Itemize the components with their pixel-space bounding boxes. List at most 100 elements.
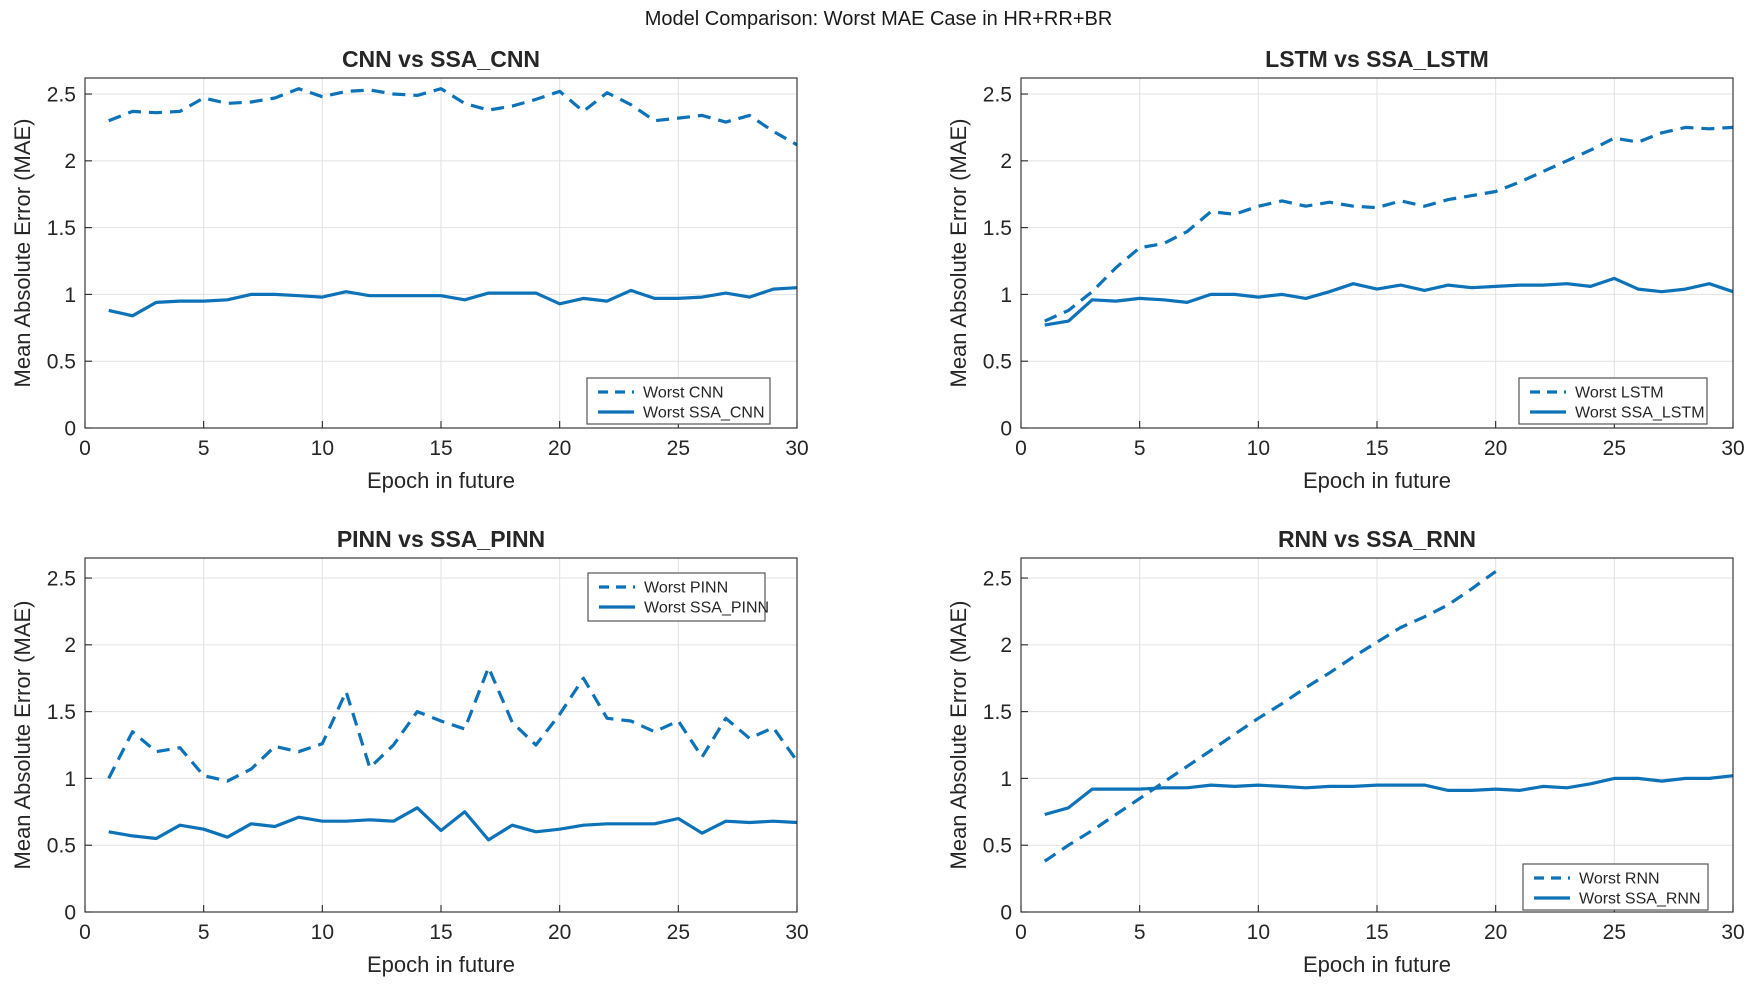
x-tick-label: 25 <box>667 921 690 944</box>
worst-ssa-cnn-line <box>108 286 798 318</box>
legend-label: Worst SSA_PINN <box>644 600 769 617</box>
worst-ssa-lstm-line <box>1044 276 1734 327</box>
tick-labels: 0 5 10 15 20 25 30 0 0.5 1 1.5 2 2.5 <box>47 83 809 460</box>
legend-label: Worst RNN <box>1579 871 1660 888</box>
x-tick-label: 15 <box>1365 437 1388 460</box>
legend-label: Worst LSTM <box>1575 385 1664 402</box>
subplot-title: RNN vs SSA_RNN <box>1278 526 1476 552</box>
y-axis-label: Mean Absolute Error (MAE) <box>946 119 971 388</box>
x-tick-label: 15 <box>429 921 452 944</box>
y-axis-label: Mean Absolute Error (MAE) <box>10 601 35 870</box>
legend-box <box>1522 863 1709 911</box>
y-axis-label: Mean Absolute Error (MAE) <box>946 601 971 870</box>
x-tick-label: 5 <box>198 921 210 944</box>
x-tick-label: 0 <box>1015 921 1027 944</box>
subplot-title: LSTM vs SSA_LSTM <box>1265 46 1489 72</box>
legend-label: Worst SSA_CNN <box>643 405 765 422</box>
x-tick-label: 0 <box>1015 437 1027 460</box>
y-tick-label: 2 <box>64 634 76 657</box>
x-tick-label: 10 <box>1247 921 1270 944</box>
gridlines <box>1021 78 1734 428</box>
y-tick-label: 1 <box>1000 768 1012 791</box>
x-tick-label: 10 <box>311 921 334 944</box>
tick-marks <box>1020 93 1734 429</box>
y-tick-label: 0 <box>64 417 76 440</box>
y-tick-label: 2.5 <box>47 567 76 590</box>
x-tick-label: 30 <box>785 437 808 460</box>
y-tick-label: 0 <box>1000 901 1012 924</box>
x-tick-label: 5 <box>1134 437 1146 460</box>
x-tick-label: 5 <box>1134 921 1146 944</box>
y-tick-label: 0 <box>1000 417 1012 440</box>
x-tick-label: 30 <box>1721 437 1744 460</box>
legend-label: Worst SSA_RNN <box>1579 891 1701 908</box>
x-axis-label: Epoch in future <box>367 468 515 493</box>
figure-suptitle: Model Comparison: Worst MAE Case in HR+R… <box>644 8 1113 30</box>
y-tick-label: 0.5 <box>983 835 1012 858</box>
subplot-cnn: 0 5 10 15 20 25 30 0 0.5 1 1.5 2 2.5 CNN vs SSA_CNN Ep… <box>10 46 809 493</box>
x-tick-label: 30 <box>1721 921 1744 944</box>
y-tick-label: 1 <box>64 768 76 791</box>
y-tick-label: 1.5 <box>47 701 76 724</box>
y-tick-label: 2 <box>1000 634 1012 657</box>
legend-label: Worst PINN <box>644 580 728 597</box>
y-tick-label: 1.5 <box>983 701 1012 724</box>
x-axis-label: Epoch in future <box>1303 952 1451 977</box>
subplot-rnn: 0 5 10 15 20 25 30 0 0.5 1 1.5 2 2.5 RNN vs SSA_RNN Ep… <box>946 526 1745 977</box>
y-tick-label: 0.5 <box>983 351 1012 374</box>
x-tick-label: 10 <box>311 437 334 460</box>
y-tick-label: 1 <box>64 284 76 307</box>
y-tick-label: 2.5 <box>47 83 76 106</box>
x-axis-label: Epoch in future <box>1303 468 1451 493</box>
legend: Worst LSTM Worst SSA_LSTM <box>1518 377 1708 425</box>
y-tick-label: 2.5 <box>983 567 1012 590</box>
x-tick-label: 30 <box>785 921 808 944</box>
y-tick-label: 1.5 <box>47 217 76 240</box>
x-tick-label: 15 <box>429 437 452 460</box>
x-axis-label: Epoch in future <box>367 952 515 977</box>
worst-pinn-line <box>107 665 799 783</box>
worst-cnn-line <box>108 87 798 147</box>
tick-labels: 0 5 10 15 20 25 30 0 0.5 1 1.5 2 2.5 <box>47 567 809 944</box>
subplot-pinn: 0 5 10 15 20 25 30 0 0.5 1 1.5 2 2.5 PINN vs SSA_PINN… <box>10 526 809 977</box>
worst-rnn-line <box>1043 570 1497 863</box>
tick-labels: 0 5 10 15 20 25 30 0 0.5 1 1.5 2 2.5 <box>983 83 1745 460</box>
legend: Worst CNN Worst SSA_CNN <box>586 377 771 425</box>
gridlines <box>85 78 798 428</box>
tick-labels: 0 5 10 15 20 25 30 0 0.5 1 1.5 2 2.5 <box>983 567 1745 944</box>
legend-box <box>586 377 771 425</box>
y-tick-label: 1 <box>1000 284 1012 307</box>
tick-marks <box>84 577 798 913</box>
y-tick-label: 1.5 <box>983 217 1012 240</box>
y-tick-label: 0.5 <box>47 351 76 374</box>
y-tick-label: 2 <box>64 150 76 173</box>
legend-label: Worst CNN <box>643 385 724 402</box>
x-tick-label: 25 <box>1603 921 1626 944</box>
x-tick-label: 25 <box>1603 437 1626 460</box>
x-tick-label: 20 <box>548 437 571 460</box>
legend-box <box>1518 377 1708 425</box>
legend: Worst RNN Worst SSA_RNN <box>1522 863 1709 911</box>
x-tick-label: 20 <box>548 921 571 944</box>
x-tick-label: 20 <box>1484 921 1507 944</box>
worst-ssa-rnn-line <box>1044 774 1734 817</box>
x-tick-label: 10 <box>1247 437 1270 460</box>
worst-ssa-pinn-line <box>108 806 798 842</box>
y-tick-label: 2 <box>1000 150 1012 173</box>
x-tick-label: 15 <box>1365 921 1388 944</box>
x-tick-label: 20 <box>1484 437 1507 460</box>
y-tick-label: 2.5 <box>983 83 1012 106</box>
y-axis-label: Mean Absolute Error (MAE) <box>10 119 35 388</box>
subplot-lstm: 0 5 10 15 20 25 30 0 0.5 1 1.5 2 2.5 LSTM vs SSA_LSTM… <box>946 46 1745 493</box>
y-tick-label: 0 <box>64 901 76 924</box>
subplot-title: PINN vs SSA_PINN <box>337 526 545 552</box>
x-tick-label: 0 <box>79 437 91 460</box>
x-tick-label: 25 <box>667 437 690 460</box>
legend-box <box>587 572 766 622</box>
worst-lstm-line <box>1044 125 1734 323</box>
subplot-title: CNN vs SSA_CNN <box>342 46 540 72</box>
x-tick-label: 0 <box>79 921 91 944</box>
y-tick-label: 0.5 <box>47 835 76 858</box>
legend: Worst PINN Worst SSA_PINN <box>587 572 769 622</box>
legend-label: Worst SSA_LSTM <box>1575 405 1705 422</box>
